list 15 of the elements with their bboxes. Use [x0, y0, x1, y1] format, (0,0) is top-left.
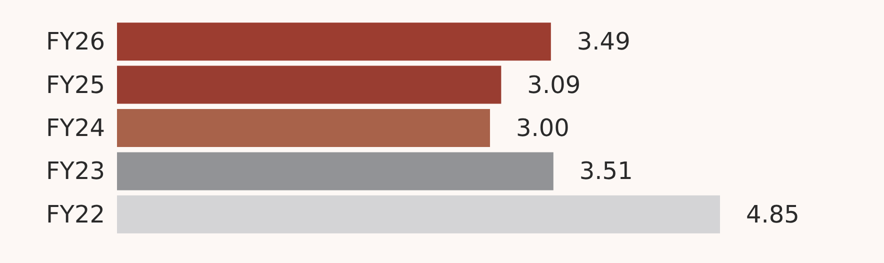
- y-tick-label: FY22: [46, 200, 105, 228]
- bar: [117, 108, 490, 148]
- bar: [117, 22, 551, 61]
- data-label: 4.85: [746, 200, 800, 228]
- bar: [117, 152, 554, 190]
- data-label: 3.00: [516, 114, 570, 142]
- data-label: 3.49: [576, 28, 630, 56]
- y-tick-label: FY24: [46, 114, 105, 142]
- y-tick-label: FY26: [46, 28, 105, 56]
- data-label: 3.09: [527, 70, 581, 99]
- data-label: 3.51: [579, 157, 633, 186]
- y-tick-label: FY23: [46, 157, 105, 186]
- bar: [117, 66, 502, 104]
- bar: [117, 195, 720, 234]
- y-tick-label: FY25: [46, 70, 105, 99]
